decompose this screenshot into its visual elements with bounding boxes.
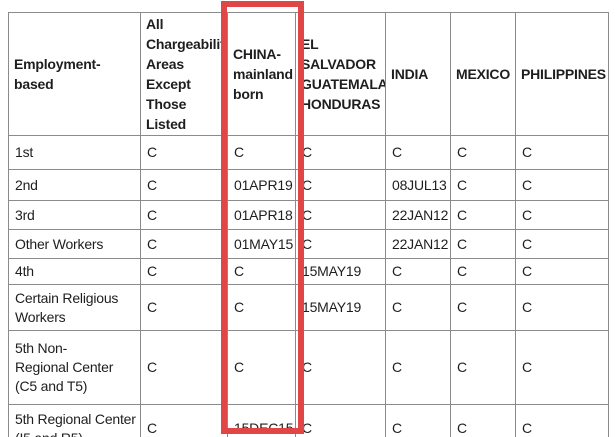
table-cell: C: [450, 229, 516, 259]
column-header-all-chargeability: All Chargeability Areas Except Those Lis…: [140, 12, 228, 136]
row-4th: 4th C C 15MAY19 C C C: [8, 258, 609, 285]
row-label: Certain Religious Workers: [8, 284, 141, 331]
column-header-philippines: PHILIPPINES: [515, 12, 609, 136]
row-3rd: 3rd C 01APR18 C 22JAN12 C C: [8, 200, 609, 230]
table-cell: C: [140, 229, 228, 259]
table-cell: C: [515, 229, 609, 259]
row-1st: 1st C C C C C C: [8, 135, 609, 170]
table-cell: C: [515, 330, 609, 405]
table-header-row: Employment- based All Chargeability Area…: [8, 12, 609, 136]
table-cell: C: [140, 200, 228, 230]
row-label: 5th Non- Regional Center (C5 and T5): [8, 330, 141, 405]
table-cell: C: [295, 135, 386, 170]
row-label: 4th: [8, 258, 141, 285]
table-cell: C: [295, 404, 386, 437]
column-header-india: INDIA: [385, 12, 451, 136]
table-cell: C: [385, 258, 451, 285]
table-cell: C: [515, 200, 609, 230]
table-cell: 22JAN12: [385, 229, 451, 259]
table-cell: C: [450, 330, 516, 405]
row-label: 3rd: [8, 200, 141, 230]
table-cell: C: [295, 229, 386, 259]
table-cell: C: [450, 404, 516, 437]
table-cell: C: [515, 258, 609, 285]
column-header-el-salvador-guatemala-honduras: EL SALVADOR GUATEMALA HONDURAS: [295, 12, 386, 136]
table-cell: C: [450, 169, 516, 201]
table-cell: C: [515, 135, 609, 170]
table-cell: C: [295, 330, 386, 405]
table-cell: C: [450, 135, 516, 170]
table-cell: C: [515, 404, 609, 437]
table-cell: 01MAY15: [227, 229, 296, 259]
table-cell: 15DEC15: [227, 404, 296, 437]
row-label: 5th Regional Center (I5 and R5): [8, 404, 141, 437]
table-cell: C: [227, 258, 296, 285]
row-2nd: 2nd C 01APR19 C 08JUL13 C C: [8, 169, 609, 201]
table-cell: C: [227, 330, 296, 405]
table-cell: 15MAY19: [295, 258, 386, 285]
table-cell: C: [295, 200, 386, 230]
table-cell: C: [385, 284, 451, 331]
column-header-china-mainland-born: CHINA- mainland born: [227, 12, 296, 136]
table-cell: C: [385, 330, 451, 405]
table-cell: 22JAN12: [385, 200, 451, 230]
table-cell: C: [515, 169, 609, 201]
table-cell: C: [140, 135, 228, 170]
table-cell: C: [450, 284, 516, 331]
table-cell: C: [515, 284, 609, 331]
table-cell: C: [227, 135, 296, 170]
table-cell: 15MAY19: [295, 284, 386, 331]
table-cell: 01APR19: [227, 169, 296, 201]
column-header-mexico: MEXICO: [450, 12, 516, 136]
table-cell: 08JUL13: [385, 169, 451, 201]
table-cell: C: [295, 169, 386, 201]
row-label: 1st: [8, 135, 141, 170]
table-cell: C: [450, 258, 516, 285]
table-cell: C: [385, 404, 451, 437]
table-cell: C: [385, 135, 451, 170]
table-cell: 01APR18: [227, 200, 296, 230]
employment-based-final-action-table: Employment- based All Chargeability Area…: [8, 12, 609, 437]
row-label: 2nd: [8, 169, 141, 201]
table-cell: C: [140, 284, 228, 331]
table-cell: C: [140, 258, 228, 285]
row-5th-regional-center: 5th Regional Center (I5 and R5) C 15DEC1…: [8, 404, 609, 437]
row-certain-religious-workers: Certain Religious Workers C C 15MAY19 C …: [8, 284, 609, 331]
table-cell: C: [140, 169, 228, 201]
table-cell: C: [227, 284, 296, 331]
table-cell: C: [140, 404, 228, 437]
table-cell: C: [450, 200, 516, 230]
row-other-workers: Other Workers C 01MAY15 C 22JAN12 C C: [8, 229, 609, 259]
row-5th-non-regional-center: 5th Non- Regional Center (C5 and T5) C C…: [8, 330, 609, 405]
table-cell: C: [140, 330, 228, 405]
column-header-employment-based: Employment- based: [8, 12, 141, 136]
row-label: Other Workers: [8, 229, 141, 259]
